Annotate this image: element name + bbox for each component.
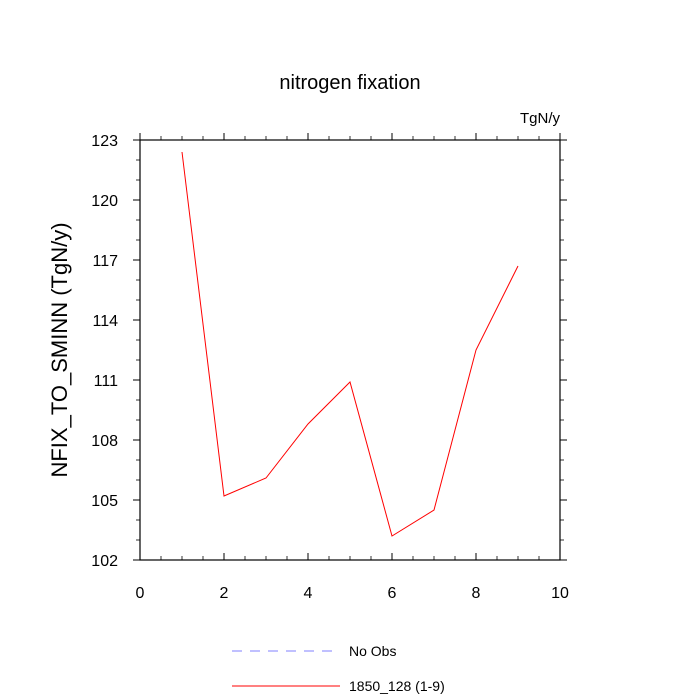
y-tick-label: 123 (91, 133, 118, 150)
y-tick-label: 105 (91, 493, 118, 510)
series-line-1 (181, 151, 519, 537)
x-tick-label: 4 (304, 585, 313, 602)
y-tick-label: 120 (91, 193, 118, 210)
y-tick-label: 102 (91, 553, 118, 570)
x-tick-label: 10 (551, 585, 569, 602)
x-tick-label: 2 (220, 585, 229, 602)
series-layer (181, 151, 519, 537)
legend-label: 1850_128 (1-9) (349, 678, 445, 694)
y-tick-label: 111 (94, 373, 118, 390)
plot-frame (139, 139, 561, 561)
legend: No Obs 1850_128 (1-9) (232, 643, 445, 694)
units-label: TgN/y (520, 110, 561, 127)
ticks-layer: 0 2 4 6 8 10 102 105 108 111 114 117 120 123 (91, 133, 569, 602)
x-tick-label: 6 (388, 585, 397, 602)
y-tick-label: 114 (92, 313, 118, 330)
y-tick-label: 117 (92, 253, 118, 270)
y-tick-label: 108 (91, 433, 118, 450)
y-axis-label: NFIX_TO_SMINN (TgN/y) (47, 222, 72, 477)
x-tick-label: 0 (136, 585, 145, 602)
legend-label: No Obs (349, 643, 396, 659)
chart-title: nitrogen fixation (279, 72, 420, 94)
x-tick-label: 8 (472, 585, 481, 602)
